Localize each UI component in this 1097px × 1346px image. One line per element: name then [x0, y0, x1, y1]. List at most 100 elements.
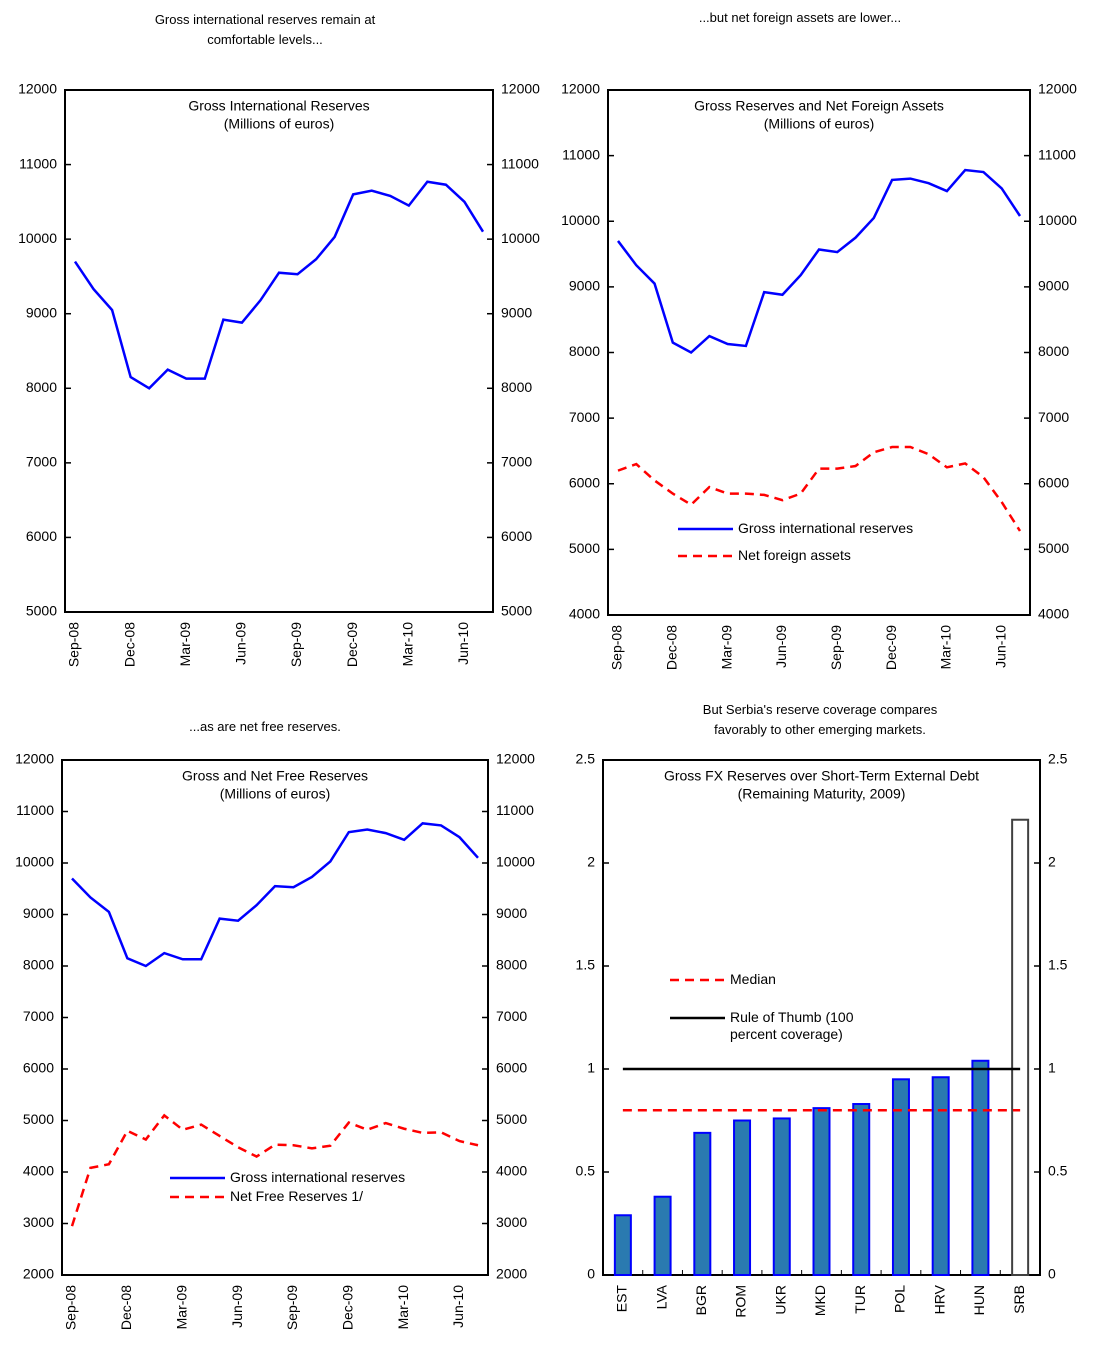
x-tick-label: Sep-08 [63, 1285, 79, 1330]
y2-tick-label: 9000 [501, 304, 532, 320]
y-tick-label: 1 [587, 1060, 595, 1076]
x-tick-label: Dec-09 [344, 622, 360, 667]
x-tick-label: Mar-10 [400, 622, 416, 667]
y2-tick-label: 10000 [501, 230, 540, 246]
x-tick-label: Jun-09 [773, 625, 789, 668]
y2-tick-label: 11000 [496, 802, 534, 818]
y2-tick-label: 12000 [496, 751, 535, 767]
y-tick-label: 12000 [561, 81, 600, 97]
x-tick-label: Jun-10 [455, 622, 471, 665]
bar [931, 1076, 950, 1276]
y2-tick-label: 2 [1048, 854, 1056, 870]
x-tick-label: SRB [1011, 1285, 1027, 1314]
y2-tick-label: 5000 [501, 603, 532, 619]
y2-tick-label: 1 [1048, 1060, 1056, 1076]
x-tick-label: ROM [733, 1285, 749, 1318]
y2-tick-label: 3000 [496, 1214, 527, 1230]
y-tick-label: 4000 [23, 1163, 54, 1179]
y2-tick-label: 9000 [496, 905, 527, 921]
x-tick-label: Dec-09 [883, 625, 899, 670]
chart-subtitle: (Millions of euros) [220, 786, 330, 802]
x-tick-label: Jun-09 [233, 622, 249, 665]
y-tick-label: 5000 [569, 540, 600, 556]
y-tick-label: 4000 [569, 606, 600, 622]
y-tick-label: 0 [587, 1266, 595, 1282]
x-tick-label: Mar-09 [718, 625, 734, 670]
y-tick-label: 2000 [23, 1266, 54, 1282]
bar [772, 1117, 791, 1276]
y-tick-label: 9000 [569, 278, 600, 294]
x-tick-label: HRV [931, 1284, 947, 1314]
y2-tick-label: 1.5 [1048, 957, 1068, 973]
y-tick-label: 10000 [18, 230, 57, 246]
y-tick-label: 8000 [23, 957, 54, 973]
bar [971, 1059, 990, 1277]
y2-tick-label: 6000 [501, 528, 532, 544]
y-tick-label: 7000 [26, 454, 57, 470]
x-tick-label: MKD [812, 1285, 828, 1316]
x-tick-label: Dec-09 [340, 1285, 356, 1330]
y2-tick-label: 2.5 [1048, 751, 1068, 767]
y2-tick-label: 5000 [1038, 540, 1069, 556]
legend-label: Net foreign assets [738, 547, 851, 563]
y-tick-label: 1.5 [576, 957, 596, 973]
chart-subtitle: (Remaining Maturity, 2009) [738, 786, 906, 802]
chart-headline: But Serbia's reserve coverage compares f… [702, 702, 938, 737]
y-tick-label: 6000 [569, 474, 600, 490]
bar [653, 1195, 672, 1276]
y-tick-label: 11000 [19, 155, 57, 171]
x-tick-label: Sep-09 [288, 622, 304, 667]
y-tick-label: 0.5 [576, 1163, 596, 1179]
y2-tick-label: 2000 [496, 1266, 527, 1282]
y2-tick-label: 9000 [1038, 278, 1069, 294]
bar [812, 1107, 831, 1277]
y-tick-label: 10000 [15, 854, 54, 870]
chart-title: Gross FX Reserves over Short-Term Extern… [664, 768, 979, 784]
y2-tick-label: 10000 [1038, 212, 1077, 228]
x-tick-label: Sep-08 [609, 625, 625, 670]
x-tick-label: Sep-09 [284, 1285, 300, 1330]
legend-label: Net Free Reserves 1/ [230, 1188, 364, 1204]
x-tick-label: Dec-08 [664, 625, 680, 670]
y-tick-label: 2.5 [576, 751, 596, 767]
legend-label: Rule of Thumb (100 percent coverage) [730, 1009, 854, 1042]
y-tick-label: 5000 [26, 603, 57, 619]
y-tick-label: 3000 [23, 1214, 54, 1230]
y2-tick-label: 4000 [496, 1163, 527, 1179]
x-tick-label: Dec-08 [121, 622, 137, 667]
y2-tick-label: 12000 [1038, 81, 1077, 97]
chart-subtitle: (Millions of euros) [764, 116, 874, 132]
x-tick-label: Sep-09 [828, 625, 844, 670]
x-tick-label: Sep-08 [66, 622, 82, 667]
x-tick-label: Dec-08 [118, 1285, 134, 1330]
x-tick-label: LVA [653, 1284, 669, 1309]
y2-tick-label: 5000 [496, 1111, 527, 1127]
y2-tick-label: 12000 [501, 81, 540, 97]
chart-headline: ...but net foreign assets are lower... [698, 10, 902, 25]
y-tick-label: 8000 [26, 379, 57, 395]
x-tick-label: Jun-10 [992, 625, 1008, 668]
bar [852, 1103, 871, 1277]
x-tick-label: Mar-10 [938, 625, 954, 670]
y2-tick-label: 7000 [496, 1008, 527, 1024]
plot-frame [64, 89, 494, 613]
x-tick-label: Mar-09 [177, 622, 193, 667]
bar [693, 1131, 712, 1276]
y2-tick-label: 11000 [1038, 146, 1076, 162]
y-tick-label: 6000 [23, 1060, 54, 1076]
y2-tick-label: 8000 [496, 957, 527, 973]
chart-title: Gross and Net Free Reserves [182, 768, 368, 784]
y2-tick-label: 4000 [1038, 606, 1069, 622]
bar [891, 1078, 910, 1277]
y2-tick-label: 6000 [496, 1060, 527, 1076]
series-line [73, 180, 485, 390]
y-tick-label: 9000 [23, 905, 54, 921]
y-tick-label: 11000 [562, 146, 600, 162]
chart-headline: Gross international reserves remain at c… [154, 12, 376, 47]
y-tick-label: 7000 [23, 1008, 54, 1024]
y-tick-label: 12000 [18, 81, 57, 97]
y2-tick-label: 10000 [496, 854, 535, 870]
chart-headline: ...as are net free reserves. [189, 719, 341, 734]
